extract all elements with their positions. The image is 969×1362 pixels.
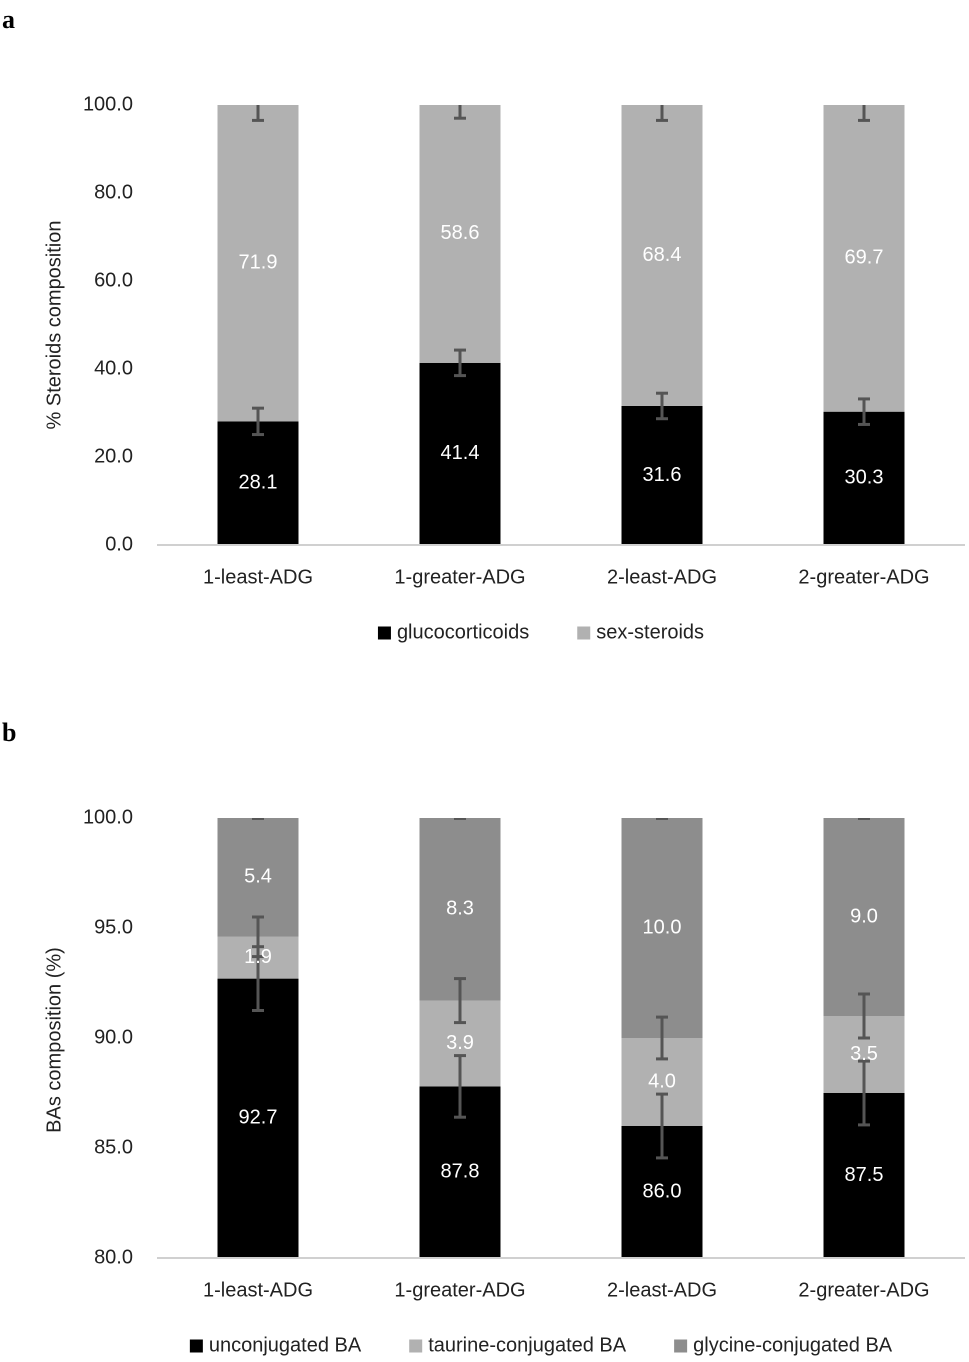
value-label: 1.9 <box>244 946 272 968</box>
legend-label: sex-steroids <box>596 621 704 643</box>
legend-label: glucocorticoids <box>397 621 529 643</box>
x-tick-label: 1-least-ADG <box>203 1279 313 1301</box>
y-tick-label: 20.0 <box>94 445 133 467</box>
bar-segment <box>823 411 905 545</box>
error-bar <box>252 105 264 122</box>
legend-swatch <box>189 1339 203 1353</box>
panel-label: b <box>2 718 16 747</box>
x-tick-label: 2-least-ADG <box>607 1279 717 1301</box>
error-bar <box>252 406 264 437</box>
x-tick-label: 1-greater-ADG <box>394 566 525 588</box>
bar-segment <box>621 405 703 545</box>
value-label: 5.4 <box>244 866 272 888</box>
value-label: 58.6 <box>441 222 480 244</box>
plot <box>217 818 905 1258</box>
y-tick-label: 40.0 <box>94 357 133 379</box>
bar-segment <box>217 421 299 545</box>
x-tick-label: 1-least-ADG <box>203 566 313 588</box>
bar-segment <box>419 105 501 363</box>
legend-swatch <box>674 1339 688 1353</box>
legend-label: glycine-conjugated BA <box>693 1334 893 1356</box>
y-tick-label: 0.0 <box>105 533 133 555</box>
plot <box>217 105 905 545</box>
error-bar <box>858 992 870 1040</box>
bar-segment <box>823 105 905 412</box>
error-bar <box>656 391 668 421</box>
y-tick-label: 90.0 <box>94 1026 133 1048</box>
legend-label: taurine-conjugated BA <box>428 1334 627 1356</box>
bar-segment <box>621 105 703 406</box>
error-bar <box>858 1059 870 1127</box>
bar-segment <box>217 105 299 422</box>
value-label: 87.8 <box>441 1160 480 1182</box>
value-label: 31.6 <box>643 464 682 486</box>
error-bar <box>454 348 466 378</box>
value-label: 10.0 <box>643 916 682 938</box>
error-bar <box>858 397 870 426</box>
value-label: 4.0 <box>648 1070 676 1092</box>
y-tick-label: 95.0 <box>94 916 133 938</box>
value-label: 3.5 <box>850 1043 878 1065</box>
value-label: 8.3 <box>446 898 474 920</box>
error-bar <box>656 1015 668 1061</box>
bar-segment <box>217 978 299 1258</box>
value-label: 71.9 <box>239 251 278 273</box>
y-axis-title: BAs composition (%) <box>43 947 65 1133</box>
value-label: 3.9 <box>446 1032 474 1054</box>
x-tick-label: 2-greater-ADG <box>798 566 929 588</box>
legend-swatch <box>377 626 391 640</box>
error-bar <box>252 818 264 820</box>
error-bar <box>252 915 264 959</box>
error-bar <box>858 818 870 820</box>
legend-swatch <box>409 1339 423 1353</box>
bar-segment <box>419 362 501 545</box>
value-label: 86.0 <box>643 1180 682 1202</box>
legend-swatch <box>577 626 591 640</box>
value-label: 69.7 <box>845 247 884 269</box>
x-tick-label: 2-greater-ADG <box>798 1279 929 1301</box>
value-label: 28.1 <box>239 471 278 493</box>
bar-segment <box>419 818 501 1001</box>
x-tick-label: 1-greater-ADG <box>394 1279 525 1301</box>
error-bar <box>454 818 466 820</box>
panel-label: a <box>2 5 15 34</box>
legend-label: unconjugated BA <box>209 1334 362 1356</box>
error-bar <box>656 818 668 820</box>
value-label: 9.0 <box>850 905 878 927</box>
value-label: 92.7 <box>239 1107 278 1129</box>
y-tick-label: 100.0 <box>83 806 133 828</box>
bar-segment <box>823 818 905 1016</box>
error-bar <box>656 1092 668 1160</box>
bar-segment <box>621 818 703 1038</box>
error-bar <box>858 105 870 122</box>
y-axis-title: % Steroids composition <box>43 221 65 430</box>
error-bar <box>454 105 466 120</box>
y-tick-label: 60.0 <box>94 269 133 291</box>
value-label: 30.3 <box>845 467 884 489</box>
value-label: 87.5 <box>845 1164 884 1186</box>
value-label: 41.4 <box>441 442 480 464</box>
y-tick-label: 85.0 <box>94 1136 133 1158</box>
error-bar <box>656 105 668 122</box>
y-tick-label: 100.0 <box>83 93 133 115</box>
value-label: 68.4 <box>643 244 682 266</box>
y-tick-label: 80.0 <box>94 181 133 203</box>
error-bar <box>454 1054 466 1119</box>
y-tick-label: 80.0 <box>94 1246 133 1268</box>
error-bar <box>454 977 466 1025</box>
x-tick-label: 2-least-ADG <box>607 566 717 588</box>
